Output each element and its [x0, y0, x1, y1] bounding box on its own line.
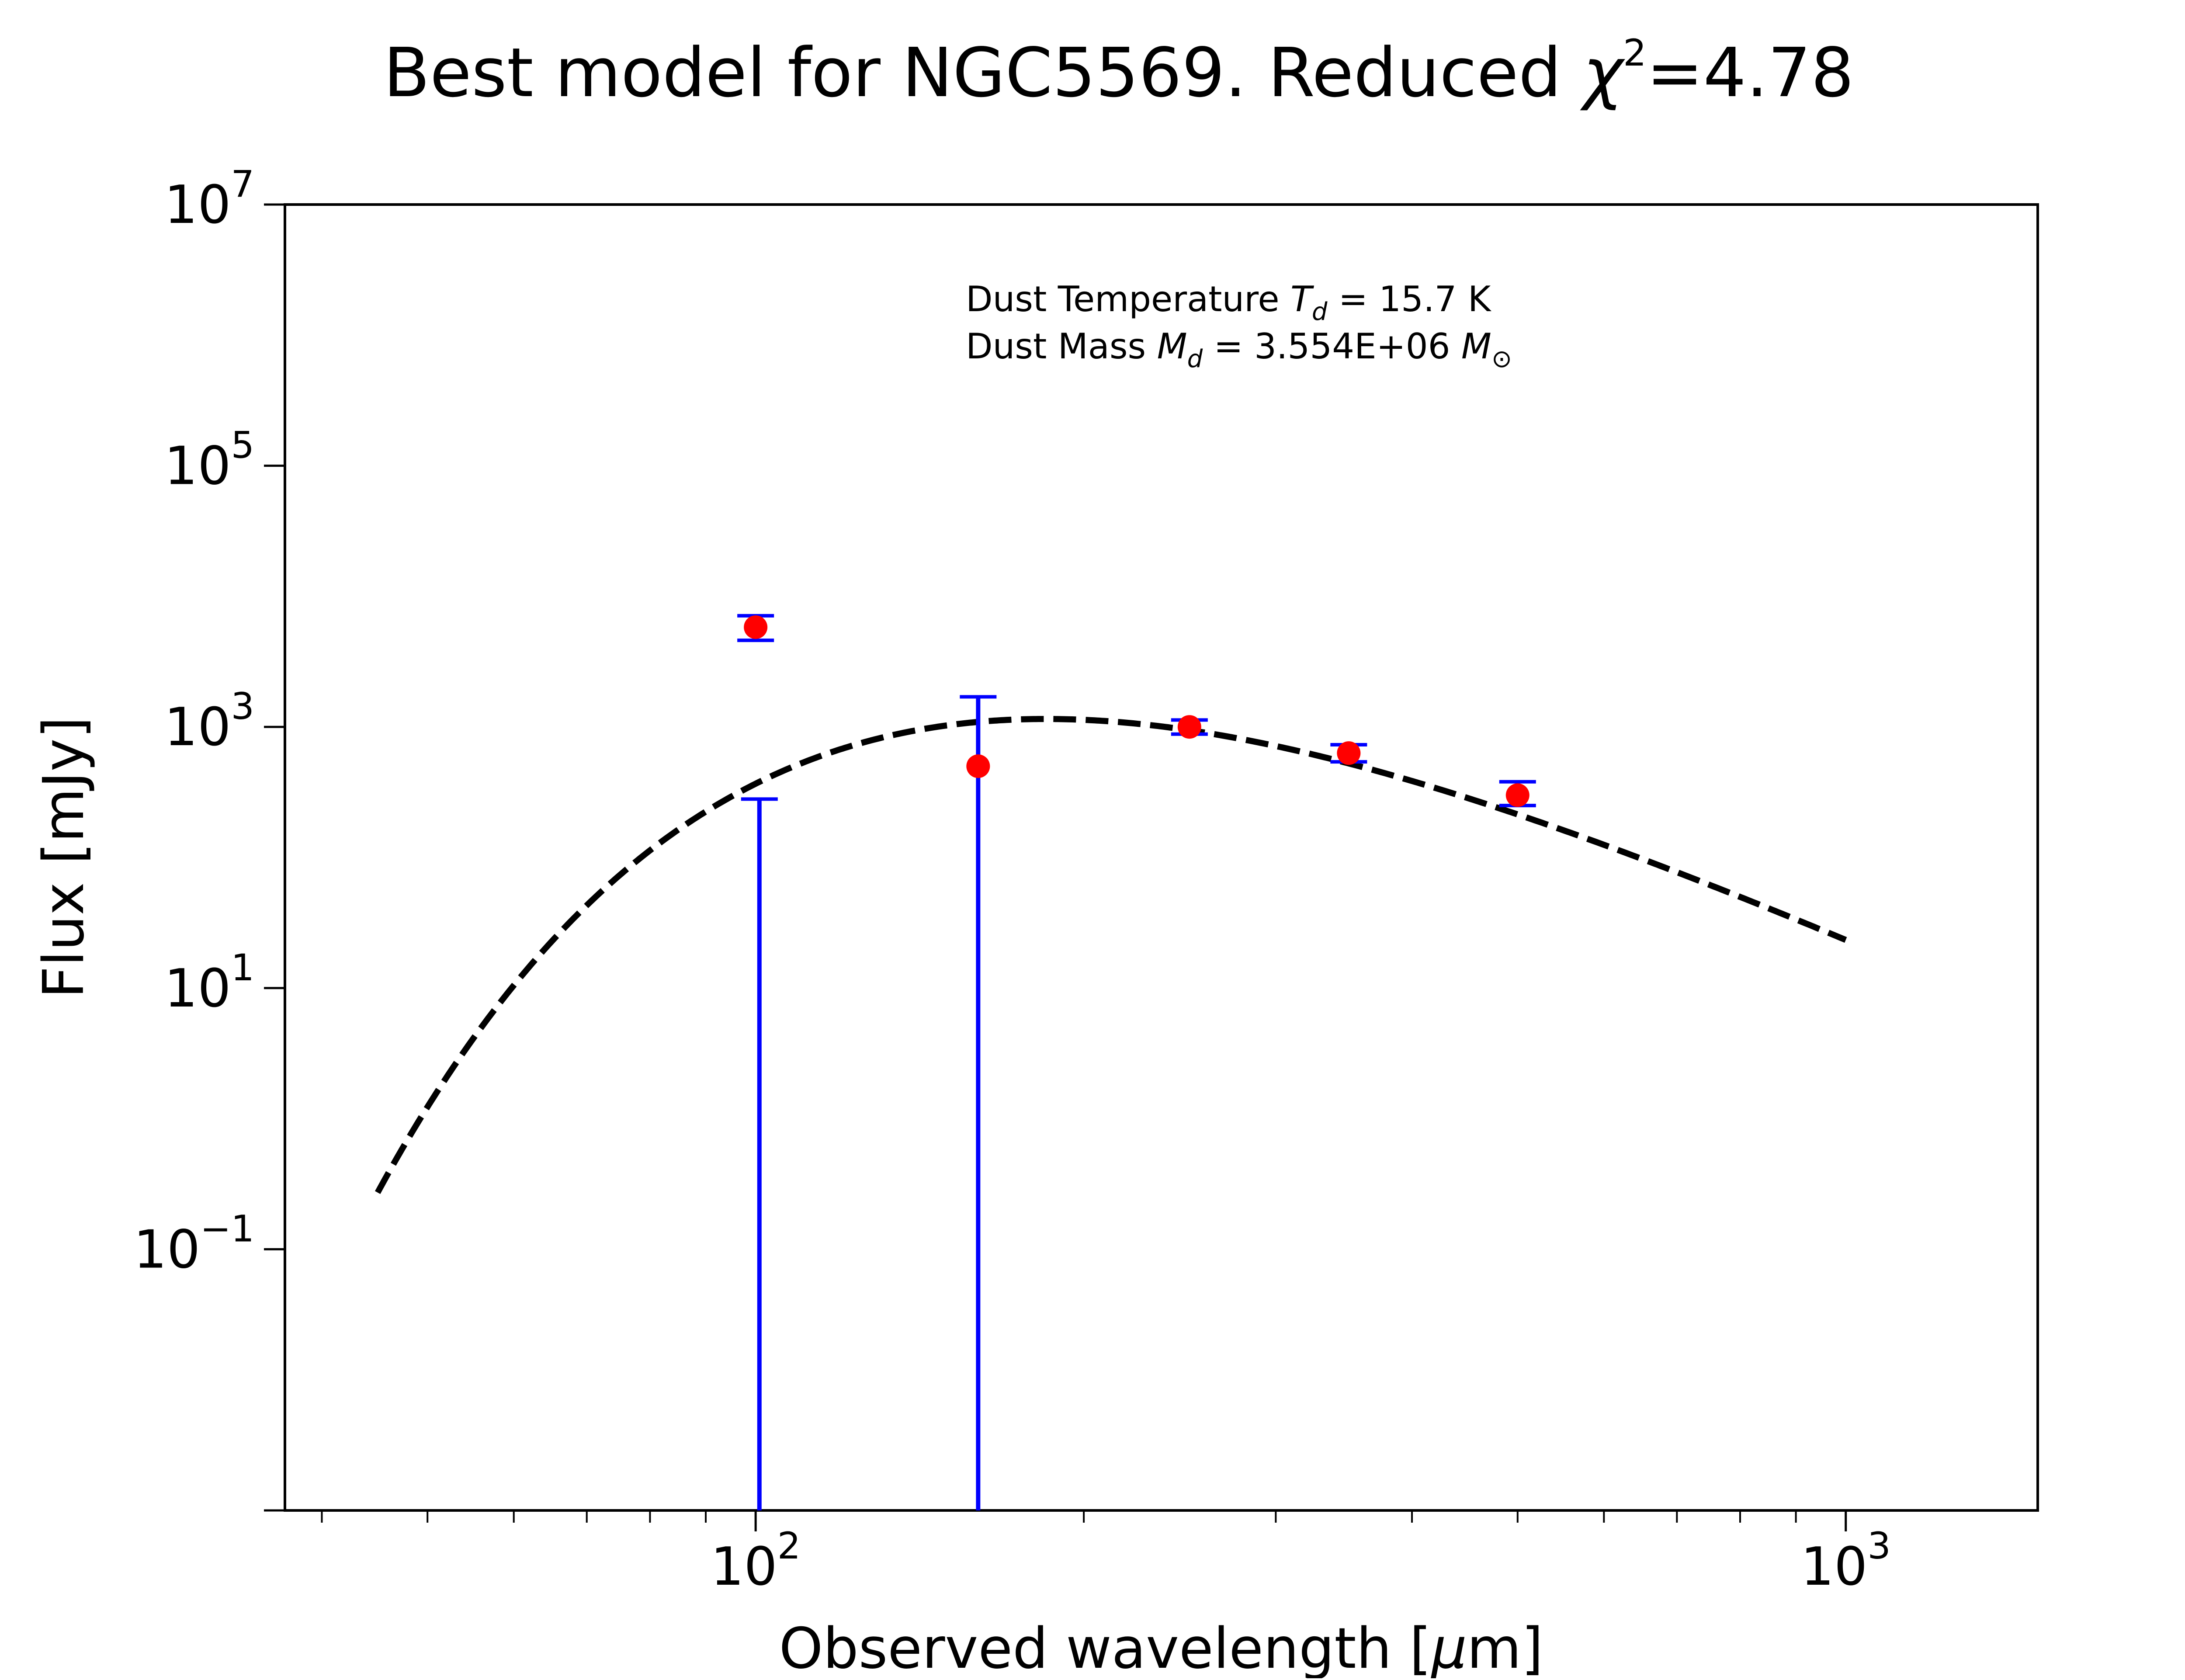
data-point	[1337, 741, 1361, 765]
y-tick-label: 10−1	[133, 1207, 254, 1280]
data-point	[1505, 783, 1530, 807]
x-tick-label: 103	[1801, 1524, 1891, 1597]
plot-area	[284, 203, 2039, 1512]
model-curve-line	[375, 716, 1847, 1194]
data-point	[966, 754, 990, 778]
y-tick-label: 105	[164, 424, 254, 497]
y-axis-label: Flux [mJy]	[31, 717, 97, 999]
y-tick-label: 107	[164, 163, 254, 236]
chart-title: Best model for NGC5569. Reduced χ2=4.78	[383, 31, 1854, 112]
data-point	[1177, 715, 1201, 739]
y-tick-label: 101	[164, 946, 254, 1019]
y-tick-label: 103	[164, 685, 254, 758]
dust-temperature-annotation: Dust Temperature Td = 15.7 K	[966, 279, 1492, 326]
data-point	[744, 615, 768, 639]
x-axis-label: Observed wavelength [μm]	[779, 1616, 1543, 1678]
dust-mass-annotation: Dust Mass Md = 3.554E+06 M⊙	[966, 326, 1512, 373]
model-curve-layer	[375, 716, 1847, 1194]
x-tick-label: 102	[711, 1524, 801, 1597]
data-point-layer	[744, 615, 1530, 807]
axis-ticks: 102 103 10−1 101 103 105 107	[133, 163, 1890, 1597]
